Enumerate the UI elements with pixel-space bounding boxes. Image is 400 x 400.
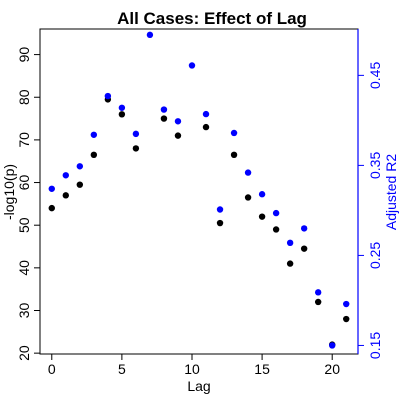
point-neglog10p [216, 219, 224, 227]
point-adjusted-r2 [202, 110, 210, 118]
y-right-tick-label: 0.35 [367, 152, 383, 179]
point-adjusted-r2 [76, 163, 84, 170]
point-neglog10p [314, 298, 322, 306]
x-tick-label: 20 [324, 361, 340, 377]
point-adjusted-r2 [160, 106, 168, 113]
chart-title: All Cases: Effect of Lag [117, 9, 307, 28]
x-axis: 0 5 10 15 20 [48, 354, 340, 377]
point-neglog10p [132, 145, 140, 152]
point-adjusted-r2 [230, 129, 238, 137]
point-adjusted-r2 [132, 130, 140, 138]
point-adjusted-r2 [272, 209, 280, 217]
point-neglog10p [118, 111, 126, 118]
y-left-tick-label: 90 [16, 47, 32, 63]
point-adjusted-r2 [48, 185, 55, 192]
point-neglog10p [62, 192, 69, 199]
point-neglog10p [230, 151, 238, 159]
point-adjusted-r2 [104, 92, 112, 100]
data-points [48, 31, 350, 349]
point-adjusted-r2 [300, 225, 308, 232]
y-left-tick-label: 50 [16, 217, 32, 233]
point-neglog10p [343, 315, 350, 323]
point-neglog10p [272, 226, 280, 233]
point-neglog10p [300, 245, 308, 252]
y-left-tick-label: 70 [16, 132, 32, 148]
point-adjusted-r2 [258, 191, 266, 198]
y-right-axis: 0.15 0.25 0.35 0.45 [357, 29, 383, 359]
y-left-axis-label: -log10(p) [1, 164, 17, 220]
point-neglog10p [174, 132, 182, 139]
point-adjusted-r2 [329, 342, 336, 349]
y-left-tick-label: 40 [16, 260, 32, 276]
point-adjusted-r2 [62, 172, 69, 179]
point-adjusted-r2 [188, 62, 196, 69]
point-neglog10p [48, 204, 55, 212]
y-right-tick-label: 0.45 [367, 62, 383, 89]
y-left-tick-label: 30 [16, 302, 32, 318]
point-neglog10p [160, 115, 168, 122]
y-right-axis-label: Adjusted R2 [383, 154, 399, 230]
point-neglog10p [286, 260, 294, 267]
x-axis-label: Lag [187, 378, 210, 394]
point-adjusted-r2 [118, 104, 126, 111]
point-adjusted-r2 [174, 118, 182, 125]
point-neglog10p [202, 123, 210, 131]
y-left-tick-label: 60 [16, 175, 32, 191]
y-left-tick-label: 80 [16, 89, 32, 105]
point-neglog10p [76, 181, 84, 188]
point-adjusted-r2 [244, 169, 252, 176]
point-adjusted-r2 [343, 300, 350, 308]
point-neglog10p [244, 194, 252, 201]
point-adjusted-r2 [146, 31, 154, 39]
x-tick-label: 15 [254, 361, 270, 377]
point-adjusted-r2 [286, 239, 294, 247]
x-tick-label: 5 [118, 361, 126, 377]
y-right-tick-label: 0.15 [367, 332, 383, 359]
point-adjusted-r2 [216, 206, 224, 213]
y-left-tick-label: 20 [16, 345, 32, 361]
point-adjusted-r2 [314, 289, 322, 296]
point-adjusted-r2 [90, 131, 98, 138]
plot-frame [39, 28, 359, 355]
y-left-axis: 20 30 40 50 60 70 80 90 [16, 47, 40, 361]
point-neglog10p [90, 151, 98, 159]
x-tick-label: 0 [48, 361, 56, 377]
x-tick-label: 10 [184, 361, 200, 377]
y-right-tick-label: 0.25 [367, 242, 383, 269]
point-neglog10p [258, 213, 266, 220]
